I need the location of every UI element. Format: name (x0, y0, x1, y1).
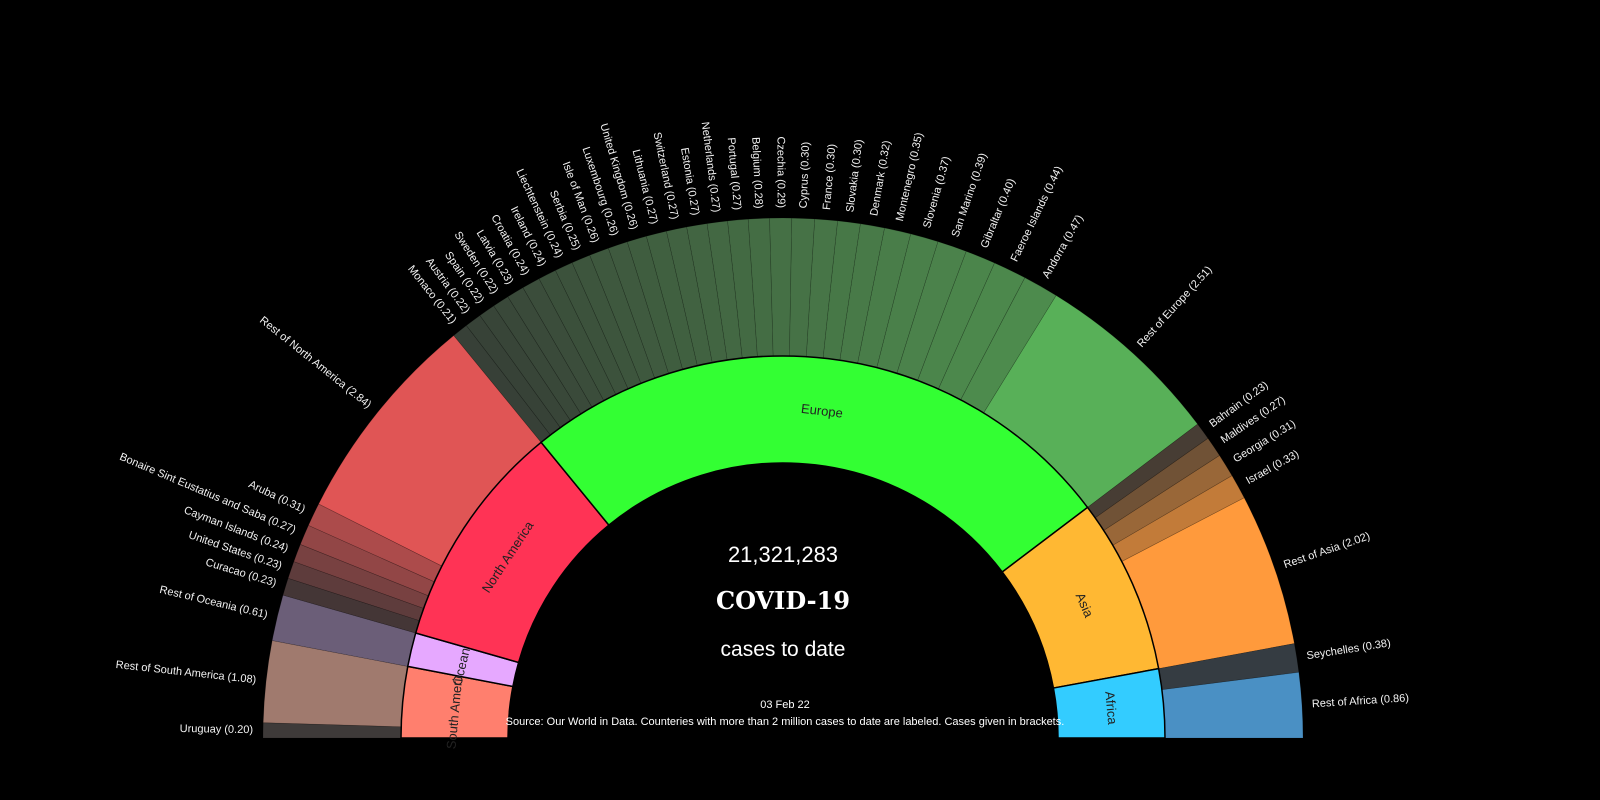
chart-subtitle: cases to date (721, 638, 846, 661)
country-label: Netherlands (0.27) (699, 121, 722, 213)
country-label: Czechia (0.29) (774, 136, 786, 208)
country-label: Seychelles (0.38) (1306, 637, 1392, 662)
country-label: San Marino (0.39) (950, 152, 990, 239)
country-label: Cyprus (0.30) (798, 142, 813, 209)
chart-source: Source: Our World in Data. Counteries wi… (506, 716, 1065, 728)
country-label: Denmark (0.32) (868, 140, 893, 217)
country-label: Slovenia (0.37) (921, 155, 953, 229)
country-label: Portugal (0.27) (725, 137, 743, 211)
country-label: Rest of Europe (2.51) (1135, 264, 1215, 350)
country-label: Andorra (0.47) (1040, 213, 1086, 281)
country-label: Uruguay (0.20) (180, 723, 254, 736)
outer-ring (262, 217, 1304, 739)
country-label: Rest of Oceania (0.61) (158, 584, 268, 621)
country-label: Slovakia (0.30) (844, 139, 865, 213)
country-label: Belgium (0.28) (749, 137, 764, 209)
continent-label: Africa (1102, 691, 1120, 726)
country-label: Rest of Asia (2.02) (1282, 530, 1371, 571)
continent-label: Europe (800, 401, 843, 421)
country-label: Rest of Africa (0.86) (1312, 692, 1410, 710)
continent-segment-africa[interactable] (1052, 667, 1166, 739)
country-label: Montenegro (0.35) (894, 131, 926, 222)
outer-segment-czechia[interactable] (769, 217, 793, 357)
continent-segment-europe[interactable] (540, 355, 1089, 574)
country-label: France (0.30) (821, 144, 838, 211)
country-label: Gibraltar (0.40) (979, 177, 1018, 250)
country-label: Rest of South America (1.08) (115, 659, 257, 686)
chart-title: COVID-19 (716, 586, 850, 615)
country-label: Estonia (0.27) (678, 147, 701, 217)
country-label: Rest of North America (2.84) (257, 314, 373, 411)
chart-date: 03 Feb 22 (760, 699, 810, 711)
total-cases: 21,321,283 (728, 542, 838, 567)
